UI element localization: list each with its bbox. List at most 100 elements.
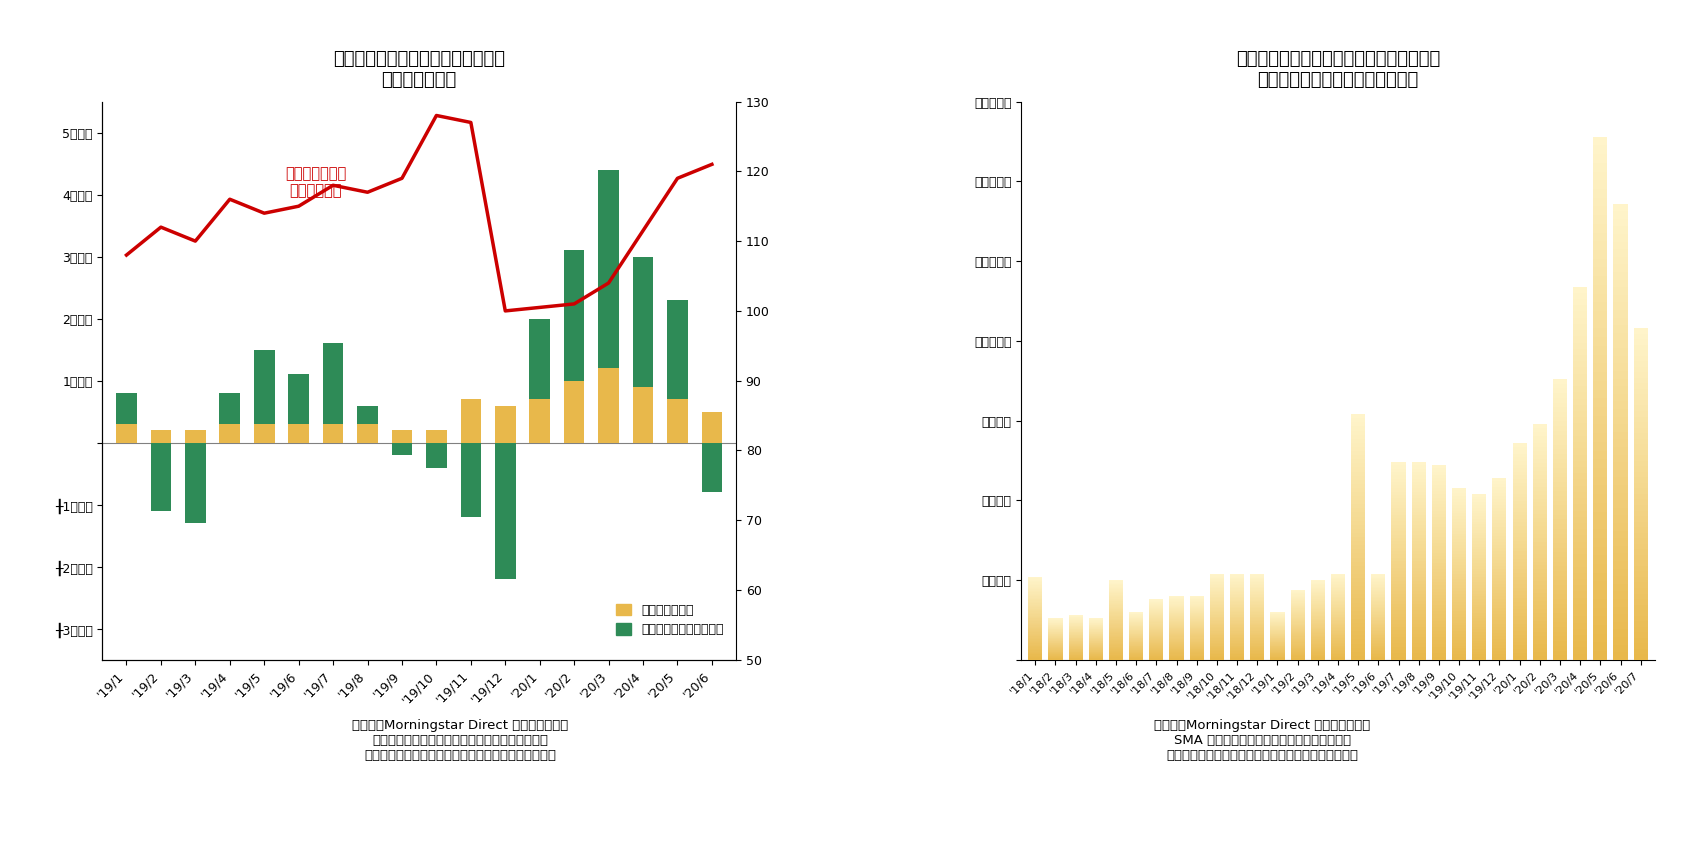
Bar: [1531, 636, 1546, 640]
Bar: [1350, 459, 1364, 464]
Bar: [1451, 539, 1465, 542]
Bar: [1492, 639, 1506, 642]
Legend: インデックス型, その他（アクティブ型）: インデックス型, その他（アクティブ型）: [609, 598, 730, 642]
Bar: [1572, 299, 1586, 305]
Bar: [1188, 598, 1204, 599]
Bar: [1572, 393, 1586, 398]
Bar: [1209, 617, 1222, 618]
Bar: [1170, 657, 1183, 659]
Bar: [1410, 601, 1425, 604]
Bar: [1572, 635, 1586, 641]
Bar: [1633, 466, 1647, 472]
Bar: [1613, 212, 1627, 219]
Bar: [1410, 538, 1425, 541]
Bar: [1572, 467, 1586, 473]
Bar: [1492, 614, 1506, 618]
Bar: [1188, 613, 1204, 614]
Bar: [1633, 372, 1647, 378]
Bar: [1410, 502, 1425, 505]
Bar: [1633, 649, 1647, 654]
Bar: [1229, 591, 1243, 592]
Bar: [1371, 578, 1384, 580]
Bar: [1552, 379, 1567, 384]
Bar: [1149, 642, 1163, 643]
Bar: [1471, 654, 1485, 657]
Bar: [1492, 557, 1506, 560]
Bar: [1592, 616, 1606, 625]
Bar: [1391, 472, 1405, 475]
Bar: [1512, 504, 1526, 508]
Bar: [1592, 389, 1606, 398]
Bar: [1592, 451, 1606, 459]
Bar: [1451, 580, 1465, 582]
Bar: [1613, 204, 1627, 212]
Bar: [1613, 645, 1627, 652]
Bar: [1430, 605, 1446, 608]
Bar: [1149, 655, 1163, 656]
Bar: [1209, 633, 1222, 634]
Bar: [1410, 591, 1425, 594]
Bar: [1430, 472, 1446, 475]
Bar: [1330, 648, 1344, 650]
Bar: [1350, 635, 1364, 640]
Bar: [1028, 634, 1042, 635]
Bar: [1028, 638, 1042, 639]
Bar: [1028, 580, 1042, 581]
Bar: [1512, 552, 1526, 555]
Bar: [1471, 499, 1485, 503]
Bar: [1613, 234, 1627, 242]
Bar: [1108, 640, 1122, 641]
Bar: [1108, 652, 1122, 653]
Bar: [1391, 613, 1405, 617]
Bar: [1350, 578, 1364, 582]
Bar: [1309, 637, 1325, 639]
Bar: [1391, 485, 1405, 488]
Bar: [1410, 525, 1425, 528]
Bar: [1410, 653, 1425, 656]
Bar: [1289, 598, 1304, 599]
Bar: [1371, 657, 1384, 658]
Bar: [1410, 604, 1425, 607]
Bar: [1592, 364, 1606, 372]
Bar: [1592, 529, 1606, 538]
Bar: [1028, 617, 1042, 618]
Bar: [1309, 621, 1325, 623]
Bar: [1170, 615, 1183, 616]
Bar: [1170, 614, 1183, 615]
Bar: [494, 405, 515, 442]
Bar: [1492, 599, 1506, 602]
Bar: [1250, 657, 1263, 658]
Bar: [1289, 659, 1304, 660]
Bar: [1250, 631, 1263, 633]
Bar: [1512, 464, 1526, 468]
Bar: [1350, 480, 1364, 484]
Bar: [1028, 585, 1042, 586]
Bar: [1108, 628, 1122, 629]
Bar: [1531, 581, 1546, 585]
Bar: [1330, 627, 1344, 629]
Bar: [1430, 556, 1446, 559]
Bar: [1209, 641, 1222, 643]
Bar: [1471, 563, 1485, 566]
Bar: [494, 442, 515, 580]
Bar: [1209, 606, 1222, 607]
Bar: [1229, 598, 1243, 600]
Bar: [1471, 596, 1485, 599]
Bar: [1430, 478, 1446, 481]
Bar: [1572, 430, 1586, 436]
Bar: [1471, 627, 1485, 629]
Bar: [1309, 612, 1325, 613]
Bar: [1552, 454, 1567, 459]
Bar: [1028, 594, 1042, 595]
Bar: [1451, 611, 1465, 614]
Bar: [1250, 654, 1263, 656]
Bar: [1170, 639, 1183, 640]
Bar: [1391, 508, 1405, 512]
Bar: [1188, 597, 1204, 598]
Bar: [1512, 645, 1526, 649]
Bar: [1592, 581, 1606, 591]
Bar: [1613, 295, 1627, 303]
Bar: [1492, 478, 1506, 481]
Bar: [1492, 547, 1506, 551]
Bar: [1613, 431, 1627, 439]
